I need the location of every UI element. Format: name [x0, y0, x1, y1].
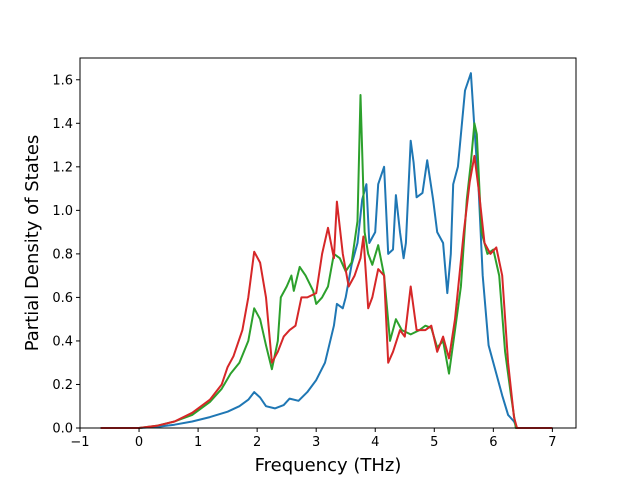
x-tick-label: 0 — [135, 435, 143, 450]
y-tick-label: 0.4 — [52, 334, 73, 349]
x-tick-label: 6 — [489, 435, 497, 450]
x-tick-label: 4 — [371, 435, 379, 450]
y-tick-label: 1.0 — [52, 204, 73, 219]
y-tick-label: 0.2 — [52, 378, 73, 393]
x-tick-label: 1 — [194, 435, 202, 450]
series-line-3 — [100, 154, 553, 429]
series-line-1 — [100, 72, 553, 429]
x-tick-label: 5 — [430, 435, 438, 450]
y-tick-label: 1.2 — [52, 160, 73, 175]
y-tick-label: 1.4 — [52, 117, 73, 132]
x-tick-label: 2 — [253, 435, 261, 450]
y-tick-label: 0.6 — [52, 291, 73, 306]
x-tick-label: 7 — [548, 435, 556, 450]
x-axis-label: Frequency (THz) — [255, 455, 402, 476]
y-axis-label: Partial Density of States — [22, 135, 43, 352]
series-line-2 — [100, 94, 553, 429]
y-ticks: 0.0 0.2 0.4 0.6 0.8 1.0 1.2 1.4 1.6 — [52, 73, 80, 437]
axes-frame — [79, 57, 577, 429]
y-tick-label: 0.8 — [52, 247, 73, 262]
x-ticks: −1 0 1 2 3 4 5 6 7 — [70, 428, 557, 450]
series-layer — [100, 72, 553, 429]
x-tick-label: 3 — [312, 435, 320, 450]
y-tick-label: 1.6 — [52, 73, 73, 88]
x-tick-label: −1 — [70, 435, 89, 450]
plot-area — [80, 58, 576, 428]
y-tick-label: 0.0 — [52, 422, 73, 437]
